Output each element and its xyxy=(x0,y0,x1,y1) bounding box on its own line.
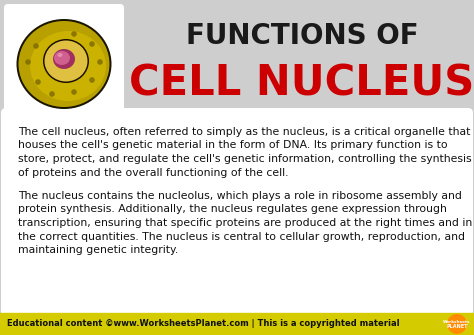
Circle shape xyxy=(33,43,39,49)
Ellipse shape xyxy=(45,41,88,81)
Text: The nucleus contains the nucleolus, which plays a role in ribosome assembly and: The nucleus contains the nucleolus, whic… xyxy=(18,191,462,201)
Circle shape xyxy=(49,91,55,97)
Text: PLANET: PLANET xyxy=(446,324,468,329)
Ellipse shape xyxy=(54,51,70,65)
Circle shape xyxy=(35,79,41,85)
Text: Worksheets: Worksheets xyxy=(443,320,471,324)
Text: the correct quantities. The nucleus is central to cellular growth, reproduction,: the correct quantities. The nucleus is c… xyxy=(18,231,465,242)
Text: of proteins and the overall functioning of the cell.: of proteins and the overall functioning … xyxy=(18,168,289,178)
Circle shape xyxy=(71,31,77,37)
Text: houses the cell's genetic material in the form of DNA. Its primary function is t: houses the cell's genetic material in th… xyxy=(18,140,447,150)
Text: store, protect, and regulate the cell's genetic information, controlling the syn: store, protect, and regulate the cell's … xyxy=(18,154,472,164)
Circle shape xyxy=(447,315,466,334)
FancyBboxPatch shape xyxy=(1,108,473,316)
Text: protein synthesis. Additionally, the nucleus regulates gene expression through: protein synthesis. Additionally, the nuc… xyxy=(18,204,447,214)
Text: Educational content ©www.WorksheetsPlanet.com | This is a copyrighted material: Educational content ©www.WorksheetsPlane… xyxy=(7,320,400,329)
Circle shape xyxy=(447,314,467,334)
Text: maintaining genetic integrity.: maintaining genetic integrity. xyxy=(18,245,178,255)
Ellipse shape xyxy=(17,19,111,109)
Circle shape xyxy=(97,59,103,65)
Ellipse shape xyxy=(57,53,63,57)
Ellipse shape xyxy=(18,21,109,107)
Text: transcription, ensuring that specific proteins are produced at the right times a: transcription, ensuring that specific pr… xyxy=(18,218,472,228)
Ellipse shape xyxy=(43,39,89,83)
Text: FUNCTIONS OF: FUNCTIONS OF xyxy=(186,22,419,50)
FancyBboxPatch shape xyxy=(4,4,124,124)
Ellipse shape xyxy=(30,31,106,101)
Bar xyxy=(0,313,474,335)
Text: CELL NUCLEUS: CELL NUCLEUS xyxy=(129,63,474,105)
Circle shape xyxy=(71,89,77,95)
Circle shape xyxy=(89,41,95,47)
Text: The cell nucleus, often referred to simply as the nucleus, is a critical organel: The cell nucleus, often referred to simp… xyxy=(18,127,470,137)
Circle shape xyxy=(89,77,95,83)
Circle shape xyxy=(25,59,31,65)
Ellipse shape xyxy=(53,49,75,69)
